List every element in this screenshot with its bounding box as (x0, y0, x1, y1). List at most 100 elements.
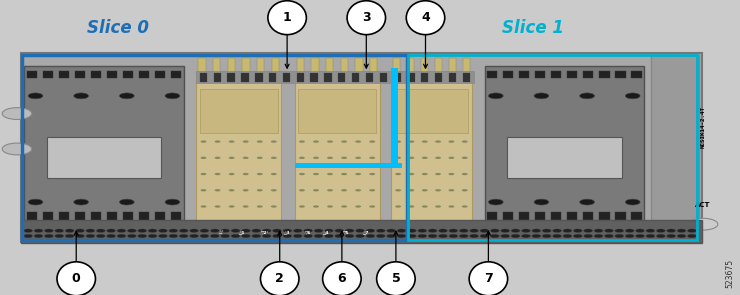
Circle shape (377, 229, 386, 232)
Circle shape (439, 234, 448, 238)
Bar (139, 212, 149, 220)
Circle shape (460, 234, 468, 238)
Circle shape (448, 157, 454, 159)
Bar (198, 58, 206, 74)
Circle shape (75, 229, 84, 232)
Bar (366, 73, 373, 82)
Circle shape (303, 229, 312, 232)
Circle shape (395, 173, 401, 175)
Circle shape (327, 173, 333, 175)
Bar (155, 71, 165, 78)
Circle shape (313, 140, 319, 143)
Circle shape (462, 205, 468, 208)
Circle shape (428, 229, 437, 232)
Text: 523675: 523675 (726, 258, 735, 288)
Circle shape (553, 229, 562, 232)
Circle shape (215, 205, 221, 208)
Circle shape (341, 173, 347, 175)
Circle shape (397, 234, 406, 238)
Circle shape (462, 140, 468, 143)
Bar (75, 71, 85, 78)
Bar (255, 73, 263, 82)
Bar (298, 88, 376, 133)
Circle shape (138, 234, 147, 238)
Bar (213, 58, 221, 74)
Bar (241, 73, 249, 82)
Circle shape (449, 234, 458, 238)
Circle shape (448, 205, 454, 208)
Bar (567, 212, 577, 220)
Circle shape (299, 189, 305, 191)
Bar (519, 212, 529, 220)
Bar (583, 212, 593, 220)
Bar (43, 71, 53, 78)
Ellipse shape (57, 262, 95, 295)
Ellipse shape (406, 1, 445, 35)
Bar (434, 58, 442, 74)
Bar (58, 212, 69, 220)
Circle shape (324, 234, 333, 238)
Circle shape (408, 157, 414, 159)
Circle shape (148, 229, 157, 232)
Circle shape (74, 93, 89, 99)
Circle shape (501, 234, 510, 238)
Circle shape (229, 140, 235, 143)
Bar (297, 58, 304, 74)
Circle shape (341, 157, 347, 159)
Circle shape (229, 173, 235, 175)
Bar (507, 137, 622, 178)
Circle shape (366, 234, 375, 238)
Bar (27, 71, 37, 78)
Bar (257, 58, 264, 74)
Circle shape (435, 157, 441, 159)
Circle shape (252, 234, 260, 238)
Circle shape (491, 234, 500, 238)
Text: 2: 2 (275, 272, 284, 285)
Bar (43, 212, 53, 220)
Circle shape (169, 229, 178, 232)
Circle shape (563, 234, 572, 238)
Text: ▽2°: ▽2° (260, 230, 269, 234)
Circle shape (201, 205, 206, 208)
Circle shape (369, 157, 375, 159)
Bar (485, 66, 644, 232)
Circle shape (271, 157, 277, 159)
Circle shape (366, 229, 375, 232)
Circle shape (542, 234, 551, 238)
Circle shape (395, 140, 401, 143)
Bar (22, 55, 407, 240)
Circle shape (345, 229, 354, 232)
Circle shape (201, 189, 206, 191)
Circle shape (422, 205, 428, 208)
Bar (380, 73, 387, 82)
Circle shape (542, 229, 551, 232)
Circle shape (243, 205, 249, 208)
Bar (58, 71, 69, 78)
Circle shape (313, 173, 319, 175)
Circle shape (189, 229, 198, 232)
Bar (567, 71, 577, 78)
Circle shape (327, 140, 333, 143)
Circle shape (44, 234, 53, 238)
Circle shape (201, 157, 206, 159)
Circle shape (615, 234, 624, 238)
Circle shape (314, 229, 323, 232)
Bar (338, 73, 346, 82)
Bar (272, 58, 279, 74)
Circle shape (252, 229, 260, 232)
Circle shape (534, 93, 549, 99)
Circle shape (299, 205, 305, 208)
Circle shape (667, 234, 676, 238)
Circle shape (303, 234, 312, 238)
Bar (21, 220, 702, 243)
Circle shape (369, 140, 375, 143)
Circle shape (210, 229, 219, 232)
Bar (535, 212, 545, 220)
Circle shape (257, 173, 263, 175)
Circle shape (646, 229, 655, 232)
Circle shape (127, 234, 136, 238)
Bar (370, 58, 377, 74)
Circle shape (435, 140, 441, 143)
Circle shape (460, 229, 468, 232)
Bar (651, 55, 699, 242)
